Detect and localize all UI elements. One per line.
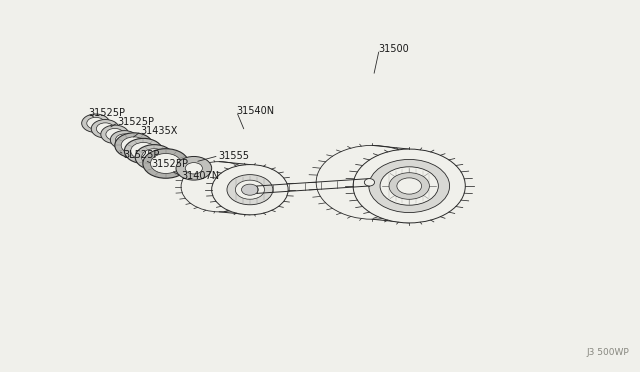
Ellipse shape [110,131,138,149]
Ellipse shape [115,134,133,146]
Ellipse shape [82,114,109,132]
Ellipse shape [124,138,163,163]
Text: 31525P: 31525P [117,118,154,128]
Text: 31555: 31555 [218,151,249,161]
Ellipse shape [364,179,374,186]
Ellipse shape [181,161,257,212]
Ellipse shape [106,128,124,140]
Text: J3 500WP: J3 500WP [586,347,629,357]
Ellipse shape [241,184,259,195]
Ellipse shape [131,142,156,160]
Ellipse shape [389,173,429,199]
Ellipse shape [150,154,181,173]
Ellipse shape [212,164,288,215]
Ellipse shape [97,123,114,135]
Ellipse shape [143,149,189,178]
Ellipse shape [397,178,422,194]
Ellipse shape [135,145,173,170]
Text: 31407N: 31407N [181,171,220,182]
Ellipse shape [115,133,153,158]
Ellipse shape [185,163,202,174]
Ellipse shape [316,145,428,219]
Ellipse shape [121,137,147,154]
Ellipse shape [227,174,273,205]
Text: 31540N: 31540N [236,106,274,116]
Ellipse shape [141,149,167,166]
Ellipse shape [369,160,449,212]
Text: 31525P: 31525P [88,108,125,118]
Ellipse shape [87,117,104,129]
Ellipse shape [353,149,465,223]
Ellipse shape [176,157,212,180]
Text: 31525P: 31525P [152,159,189,169]
Ellipse shape [100,125,129,144]
Text: 3L525P: 3L525P [124,150,160,160]
Ellipse shape [236,180,264,199]
Text: 31500: 31500 [379,44,410,54]
Ellipse shape [92,119,119,138]
Ellipse shape [380,167,438,205]
Text: 31435X: 31435X [140,126,178,137]
